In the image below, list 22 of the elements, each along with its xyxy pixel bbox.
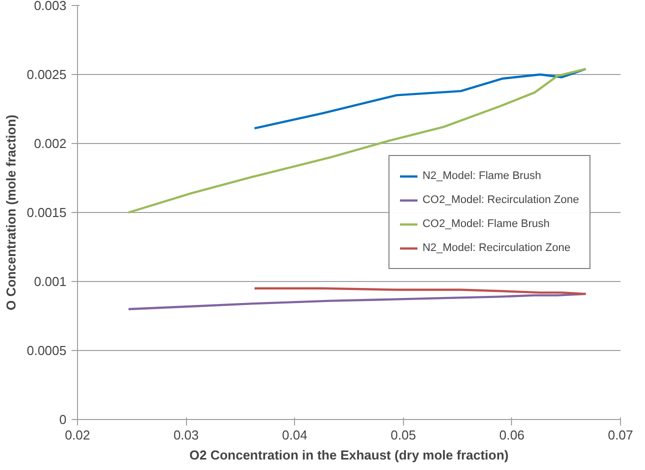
line-series: [253, 68, 587, 130]
legend-label: N2_Model: Flame Brush: [422, 170, 542, 182]
legend-label: CO2_Model: Recirculation Zone: [422, 194, 579, 206]
line-series: [127, 68, 587, 214]
y-tick-label: 0.002: [34, 136, 67, 151]
y-tick-label: 0.0015: [26, 205, 67, 220]
x-tick-label: 0.02: [64, 428, 90, 442]
x-tick-label: 0.05: [390, 428, 416, 442]
y-tick-label: 0.003: [34, 0, 67, 13]
line-series: [127, 292, 587, 310]
x-axis-title: O2 Concentration in the Exhaust (dry mole fraction): [189, 448, 509, 462]
x-tick-label: 0.06: [499, 428, 525, 442]
y-tick-label: 0.0005: [26, 343, 67, 358]
legend-label: N2_Model: Recirculation Zone: [422, 242, 570, 254]
x-tick-label: 0.03: [173, 428, 199, 442]
y-axis-title: O Concentration (mole fraction): [4, 114, 19, 310]
y-tick-label: 0.001: [34, 274, 67, 289]
y-tick-label: 0: [59, 412, 67, 427]
x-tick-label: 0.04: [282, 428, 308, 442]
legend-label: CO2_Model: Flame Brush: [422, 218, 550, 230]
x-tick-label: 0.07: [608, 428, 634, 442]
y-tick-label: 0.0025: [26, 67, 67, 82]
